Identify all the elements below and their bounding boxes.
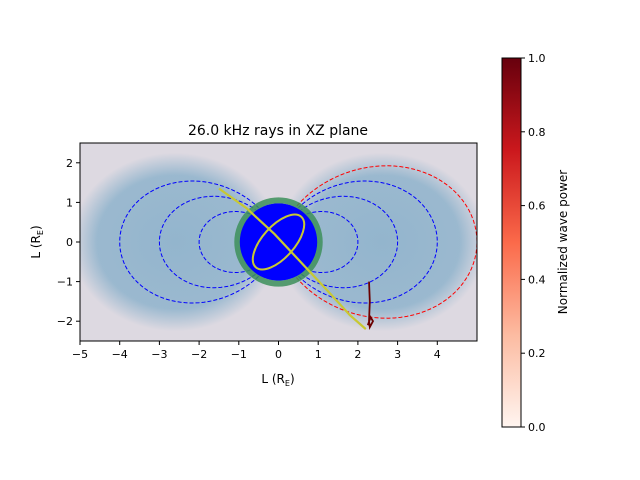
ray-path: [218, 187, 367, 330]
x-tick-label: −3: [151, 348, 167, 361]
wave-power-track: [366, 281, 375, 331]
x-tick-label: 4: [434, 348, 441, 361]
y-tick-label: 1: [66, 196, 73, 209]
y-tick-label: −1: [57, 276, 73, 289]
y-axis-label: L (RE): [29, 225, 45, 258]
colorbar-tick-label: 0.6: [528, 200, 546, 213]
colorbar-ticks: 0.0 0.2 0.4 0.6 0.8 1.0: [521, 52, 546, 434]
x-tick-label: −4: [112, 348, 128, 361]
x-tick-label: 3: [394, 348, 401, 361]
x-tick-label: −1: [231, 348, 247, 361]
x-tick-label: 2: [354, 348, 361, 361]
plot-area: [80, 143, 477, 341]
x-tick-label: 0: [275, 348, 282, 361]
y-axis-ticks: 2 1 0 −1 −2: [57, 157, 80, 328]
colorbar-tick-label: 0.4: [528, 273, 546, 286]
earth-ring: [234, 197, 323, 287]
ray-paths: [218, 187, 375, 331]
colorbar: 0.0 0.2 0.4 0.6 0.8 1.0 Normalized wave power: [501, 52, 570, 434]
y-tick-label: −2: [57, 315, 73, 328]
x-axis-label-sub: E: [285, 379, 290, 388]
ray-loop: [251, 213, 306, 271]
colorbar-tick-label: 0.8: [528, 126, 546, 139]
field-line-L2-east: [306, 211, 359, 273]
x-axis-ticks: −5 −4 −3 −2 −1 0 1 2 3 4: [72, 341, 441, 361]
chart-title: 26.0 kHz rays in XZ plane: [188, 123, 368, 139]
y-axis-label-sub: E: [36, 230, 45, 235]
colorbar-tick-label: 0.2: [528, 347, 546, 360]
field-line-L3-east: [301, 195, 399, 289]
x-tick-label: −5: [72, 348, 88, 361]
colorbar-tick-label: 0.0: [528, 421, 546, 434]
plasmasphere-right: [277, 152, 477, 332]
y-axis-label-close: ): [29, 225, 43, 230]
field-line-L3-west: [158, 195, 256, 289]
earth-disk: [239, 203, 318, 281]
earth: [234, 197, 323, 287]
y-tick-label: 0: [66, 236, 73, 249]
colorbar-gradient: [501, 57, 522, 428]
colorbar-label: Normalized wave power: [556, 170, 570, 314]
x-axis-label: L (RE): [261, 372, 294, 388]
x-axis-label-close: ): [290, 372, 295, 386]
y-axis-label-main: L (R: [29, 235, 43, 259]
field-lines: [119, 165, 477, 319]
field-line-L2-west: [198, 211, 251, 273]
y-tick-label: 2: [66, 157, 73, 170]
x-axis-label-main: L (R: [261, 372, 285, 386]
field-line-highlight: [295, 165, 477, 319]
x-tick-label: −2: [191, 348, 207, 361]
x-tick-label: 1: [315, 348, 322, 361]
colorbar-tick-label: 1.0: [528, 52, 546, 65]
